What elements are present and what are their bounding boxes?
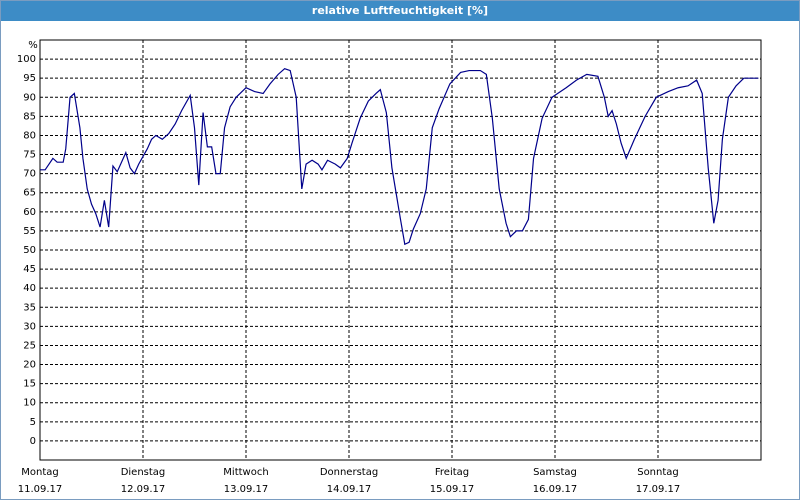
x-tick-date: 14.09.17	[327, 484, 372, 495]
y-tick-label: 50	[23, 245, 36, 256]
x-tick-date: 16.09.17	[533, 484, 578, 495]
y-tick-label: 85	[23, 111, 36, 122]
y-tick-label: 45	[23, 264, 36, 275]
y-tick-label: 5	[30, 417, 36, 428]
x-tick-label: Sonntag	[637, 467, 679, 478]
x-tick-date: 15.09.17	[430, 484, 475, 495]
x-tick-label: Donnerstag	[320, 467, 378, 478]
x-tick-date: 17.09.17	[636, 484, 681, 495]
x-tick-label: Freitag	[435, 467, 469, 478]
x-tick-date: 13.09.17	[224, 484, 269, 495]
y-tick-label: 15	[23, 379, 36, 390]
y-tick-label: 60	[23, 207, 36, 218]
x-tick-date: 12.09.17	[121, 484, 166, 495]
y-tick-label: 10	[23, 398, 36, 409]
y-tick-label: 20	[23, 360, 36, 371]
y-tick-label: 0	[30, 436, 36, 447]
title-bar: relative Luftfeuchtigkeit [%]	[1, 1, 799, 21]
y-tick-label: 95	[23, 73, 36, 84]
y-tick-label: 80	[23, 130, 36, 141]
y-unit-label: %	[28, 40, 38, 51]
x-tick-label: Dienstag	[121, 467, 166, 478]
y-tick-label: 30	[23, 321, 36, 332]
y-tick-label: 35	[23, 302, 36, 313]
humidity-line	[40, 67, 759, 246]
x-tick-label: Samstag	[533, 467, 577, 478]
y-tick-label: 55	[23, 226, 36, 237]
x-tick-label: Mittwoch	[223, 467, 268, 478]
y-tick-label: 65	[23, 188, 36, 199]
y-tick-label: 25	[23, 340, 36, 351]
x-tick-label: Montag	[21, 467, 58, 478]
y-tick-label: 90	[23, 92, 36, 103]
y-tick-label: 70	[23, 169, 36, 180]
y-tick-label: 75	[23, 150, 36, 161]
y-tick-label: 100	[17, 54, 36, 65]
y-tick-label: 40	[23, 283, 36, 294]
x-tick-date: 11.09.17	[18, 484, 63, 495]
plot-border	[39, 39, 762, 461]
